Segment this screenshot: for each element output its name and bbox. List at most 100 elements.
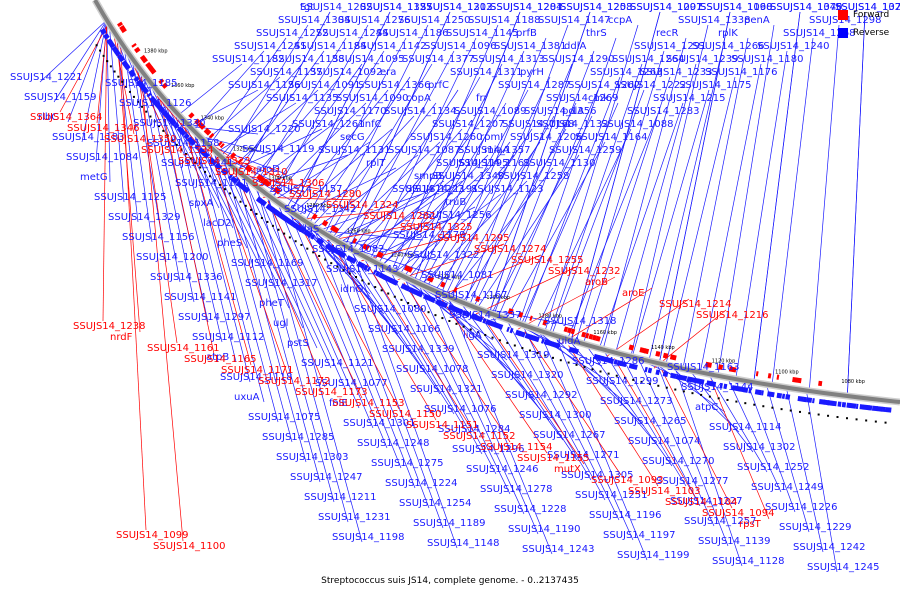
reverse-gene-label: SSUJS14_1277 <box>656 476 729 487</box>
reverse-gene-arrow <box>488 320 495 327</box>
forward-gene-label: SSUJS14_1152 <box>443 431 516 442</box>
reverse-gene-arrow <box>846 402 851 408</box>
reverse-gene-arrow <box>298 226 306 234</box>
reverse-gene-arrow <box>509 327 514 334</box>
reverse-gene-label: SSUJS14_1322 <box>407 250 480 261</box>
reverse-gene-arrow <box>114 50 121 57</box>
reverse-gene-label: SSUJS14_1261 <box>292 119 365 130</box>
reverse-gene-label: SSUJS14_1112 <box>192 332 265 343</box>
reverse-gene-arrow <box>346 255 352 262</box>
track-tick <box>106 60 109 63</box>
reverse-gene-arrow <box>220 167 227 174</box>
reverse-gene-arrow <box>116 53 125 63</box>
reverse-label-leader <box>270 102 367 198</box>
reverse-label-leader <box>165 100 223 343</box>
reverse-gene-label: cmk <box>588 93 609 104</box>
reverse-gene-arrow <box>366 266 371 272</box>
reverse-label-leader <box>403 276 511 495</box>
track-tick <box>125 85 128 88</box>
track-tick <box>189 157 192 160</box>
reverse-gene-arrow <box>173 122 180 129</box>
scale-label: 1260 kbp <box>347 229 371 235</box>
track-tick <box>244 204 247 207</box>
reverse-gene-arrow <box>113 48 119 54</box>
reverse-label-leader <box>413 11 521 282</box>
forward-gene-arrow <box>529 315 533 321</box>
forward-gene-label: SSUJS14_1255 <box>511 255 584 266</box>
reverse-gene-label: SSUJS14_1070 <box>770 2 843 13</box>
track-tick <box>387 292 390 295</box>
reverse-gene-label: aroD <box>256 164 280 175</box>
legend: Forward Reverse <box>838 6 889 42</box>
reverse-gene-label: SSUJS14_1189 <box>413 518 486 529</box>
reverse-gene-arrow <box>662 371 669 378</box>
scale-labels: 1380 kbp 1360 kbp 1340 kbp 1320 kbp 1300 kbp… <box>144 49 865 385</box>
reverse-gene-arrow <box>227 174 233 180</box>
track-tick <box>367 282 370 285</box>
reverse-gene-label: SSUJS14_1241 <box>234 41 307 52</box>
reverse-gene-label: SSUJS14_1260 <box>410 132 483 143</box>
reverse-gene-label: SSUJS14_1264 <box>612 54 685 65</box>
reverse-gene-label: SSUJS14_1231 <box>318 512 391 523</box>
reverse-label-leader <box>244 177 335 503</box>
reverse-gene-label: SSUJS14_1239 <box>666 54 739 65</box>
forward-gene-arrow <box>718 364 724 370</box>
reverse-gene-arrow <box>797 395 804 402</box>
reverse-gene-arrow <box>352 258 357 265</box>
reverse-gene-arrow <box>146 92 152 98</box>
legend-item-forward: Forward <box>838 6 889 24</box>
forward-gene-label: SSUJS14_1295 <box>437 233 510 244</box>
forward-gene-arrow <box>563 326 569 333</box>
reverse-gene-label: SSUJS14_1176 <box>705 67 778 78</box>
reverse-gene-label: SSUJS14_1256 <box>419 210 492 221</box>
reverse-gene-label: pstS <box>287 338 309 349</box>
reverse-label-leader <box>348 50 455 249</box>
reverse-gene-arrow <box>189 139 197 146</box>
label-leader-lines <box>39 11 866 573</box>
reverse-gene-label: smpB <box>414 171 442 182</box>
reverse-gene-label: SSUJS14_1244 <box>316 28 389 39</box>
reverse-gene-label: SSUJS14_1341 <box>161 158 234 169</box>
track-tick <box>827 414 830 417</box>
reverse-label-leader <box>368 206 476 260</box>
forward-gene-label: SSUJS14_1151 <box>406 420 479 431</box>
track-tick <box>735 400 738 403</box>
track-tick <box>789 409 792 412</box>
forward-gene-arrow <box>244 164 253 173</box>
reverse-gene-label: SSUJS14_1266 <box>692 41 765 52</box>
reverse-gene-label: SSUJS14_1253 <box>560 2 633 13</box>
reverse-gene-label: SSUJS14_1243 <box>522 544 595 555</box>
reverse-gene-arrow <box>138 83 145 89</box>
reverse-label-leader <box>551 89 645 335</box>
reverse-gene-label: SSUJS14_1180 <box>731 54 804 65</box>
track-tick <box>441 317 444 320</box>
forward-gene-label: SSUJS14_1094 <box>702 508 775 519</box>
reverse-gene-arrow <box>644 366 648 373</box>
reverse-label-leader <box>208 37 287 146</box>
track-tick <box>218 183 221 186</box>
reverse-label-leader <box>394 193 502 273</box>
track-tick <box>855 418 858 421</box>
track-tick <box>845 417 848 420</box>
forward-gene-arrow <box>776 374 780 380</box>
track-tick <box>250 208 253 211</box>
reverse-label-leader <box>808 24 840 392</box>
reverse-gene-arrow <box>670 372 677 379</box>
reverse-label-leader <box>319 193 423 231</box>
reverse-label-leader <box>381 154 489 266</box>
forward-label-leader <box>160 100 215 355</box>
reverse-gene-arrow <box>140 85 147 92</box>
track-tick <box>312 251 315 254</box>
reverse-gene-arrow <box>265 203 273 211</box>
reverse-label-leader <box>422 89 529 286</box>
reverse-label-leader <box>193 50 265 131</box>
reverse-gene-label: rplT <box>366 158 386 169</box>
legend-label-forward: Forward <box>853 10 890 20</box>
reverse-label-leader <box>285 208 385 315</box>
scale-label: 1180 kbp <box>538 313 562 319</box>
forward-gene-label: aroE <box>622 288 644 299</box>
reverse-gene-label: SSUJS14_1233 <box>640 67 713 78</box>
reverse-gene-arrow <box>540 338 545 344</box>
reverse-gene-arrow <box>837 401 842 407</box>
reverse-gene-label: pheS <box>217 238 242 249</box>
